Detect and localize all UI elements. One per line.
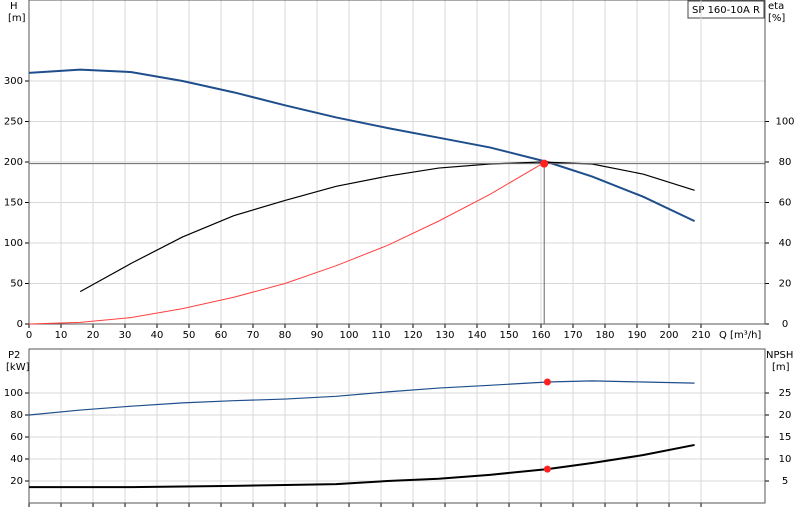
plot-frame bbox=[28, 348, 766, 504]
x-tick-label: 10 bbox=[55, 330, 68, 341]
x-tick-label: 60 bbox=[215, 330, 228, 341]
x-tick-label: 100 bbox=[339, 330, 358, 341]
y2-tick-label: 10 bbox=[779, 454, 792, 465]
y-tick-label: 100 bbox=[4, 388, 23, 399]
x-tick-label: 70 bbox=[247, 330, 260, 341]
x-tick-label: 160 bbox=[531, 330, 550, 341]
y-tick-label: 50 bbox=[10, 279, 23, 290]
plot-frame bbox=[28, 0, 766, 325]
y-tick-label: 60 bbox=[10, 432, 23, 443]
y2-label: NPSH bbox=[766, 350, 793, 361]
x-tick-label: 120 bbox=[403, 330, 422, 341]
y2-unit: [%] bbox=[768, 13, 785, 24]
x-tick-label: 140 bbox=[467, 330, 486, 341]
x-tick-label: 40 bbox=[151, 330, 164, 341]
y-unit: [kW] bbox=[6, 362, 30, 373]
model-label: SP 160-10A R bbox=[692, 5, 760, 16]
y2-tick-label: 60 bbox=[779, 198, 792, 209]
y2-tick-label: 15 bbox=[779, 432, 792, 443]
x-tick-label: 130 bbox=[435, 330, 454, 341]
y2-tick-label: 80 bbox=[779, 157, 792, 168]
x-tick-label: 90 bbox=[311, 330, 324, 341]
y2-unit: [m] bbox=[772, 362, 790, 373]
x-tick-label: 150 bbox=[499, 330, 518, 341]
y-tick-label: 300 bbox=[4, 76, 23, 87]
x-tick-label: 0 bbox=[26, 330, 32, 341]
x-tick-label: 80 bbox=[279, 330, 292, 341]
x-tick-label: 210 bbox=[691, 330, 710, 341]
y-tick-label: 100 bbox=[4, 238, 23, 249]
y2-tick-label: 20 bbox=[779, 279, 792, 290]
x-tick-label: 50 bbox=[183, 330, 196, 341]
y2-tick-label: 40 bbox=[779, 238, 792, 249]
y-unit: [m] bbox=[8, 13, 26, 24]
x-tick-label: 30 bbox=[119, 330, 132, 341]
y2-tick-label: 0 bbox=[782, 319, 788, 330]
y-tick-label: 80 bbox=[10, 410, 23, 421]
y-tick-label: 200 bbox=[4, 157, 23, 168]
curve bbox=[28, 163, 542, 325]
y2-label: eta bbox=[768, 1, 784, 12]
curve bbox=[29, 443, 695, 489]
curve bbox=[28, 380, 695, 416]
y-tick-label: 20 bbox=[10, 476, 23, 487]
y-tick-label: 150 bbox=[4, 198, 23, 209]
curve bbox=[28, 68, 696, 223]
duty-marker bbox=[543, 378, 551, 386]
duty-marker bbox=[540, 159, 549, 168]
y-tick-label: 250 bbox=[4, 117, 23, 128]
y-label: P2 bbox=[8, 350, 20, 361]
x-tick-label: 20 bbox=[87, 330, 100, 341]
y2-tick-label: 25 bbox=[779, 388, 792, 399]
y-label: H bbox=[10, 1, 18, 12]
model-box bbox=[687, 0, 765, 19]
x-tick-label: 200 bbox=[659, 330, 678, 341]
x-tick-label: 180 bbox=[595, 330, 614, 341]
y-tick-label: 0 bbox=[17, 319, 23, 330]
x-tick-label: 190 bbox=[627, 330, 646, 341]
y2-tick-label: 5 bbox=[782, 476, 788, 487]
duty-marker bbox=[543, 465, 551, 473]
y-tick-label: 40 bbox=[10, 454, 23, 465]
y2-tick-label: 100 bbox=[775, 117, 794, 128]
x-tick-label: 110 bbox=[371, 330, 390, 341]
x-tick-label: 170 bbox=[563, 330, 582, 341]
y2-tick-label: 20 bbox=[779, 410, 792, 421]
x-label: Q [m³/h] bbox=[719, 330, 761, 341]
